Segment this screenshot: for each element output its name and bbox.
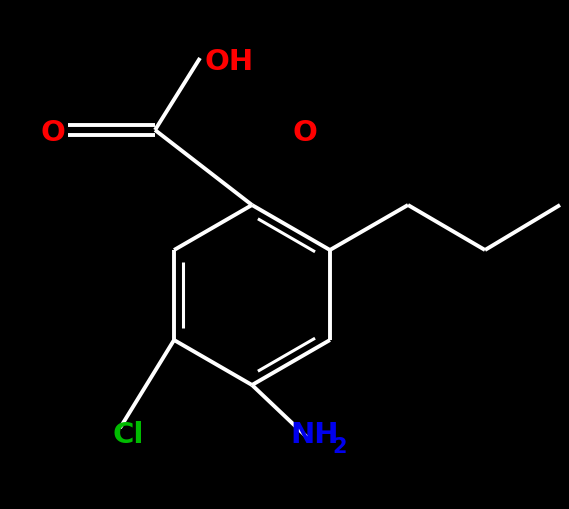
Text: 2: 2 <box>332 437 347 457</box>
Text: O: O <box>40 119 65 147</box>
Text: NH: NH <box>290 421 339 449</box>
Text: Cl: Cl <box>112 421 144 449</box>
Text: O: O <box>292 119 318 147</box>
Text: OH: OH <box>205 48 254 76</box>
